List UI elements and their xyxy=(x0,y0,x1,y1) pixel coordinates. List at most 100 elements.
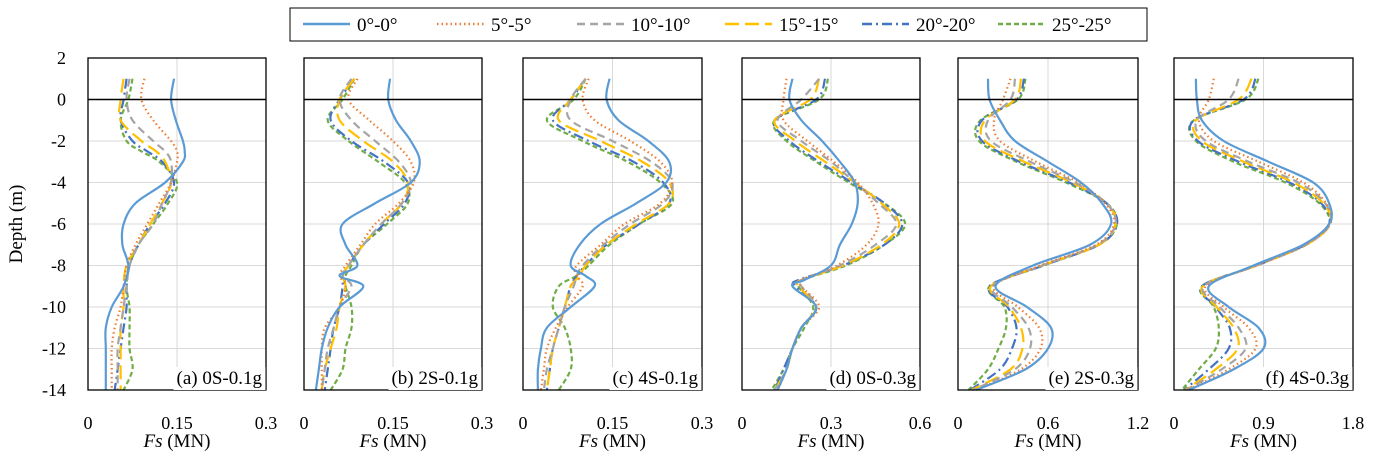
series-line xyxy=(326,78,411,391)
series-line xyxy=(773,78,898,391)
panel-title: (c) 4S-0.1g xyxy=(613,368,699,389)
y-tick-label: -14 xyxy=(42,380,66,400)
x-tick-label: 1.2 xyxy=(1127,413,1150,433)
legend-label: 0°-0° xyxy=(357,15,398,36)
legend-label: 5°-5° xyxy=(491,15,532,36)
series-line xyxy=(972,78,1117,391)
y-tick-label: 2 xyxy=(57,48,66,68)
y-tick-label: 0 xyxy=(57,90,66,110)
x-tick-label: 0.6 xyxy=(1037,413,1060,433)
series-line xyxy=(119,78,179,391)
series-line xyxy=(320,78,410,391)
series-line xyxy=(1181,78,1331,391)
series-line xyxy=(975,78,1113,392)
x-axis-label: Fs (MN) xyxy=(358,431,426,452)
series-line xyxy=(776,78,880,391)
x-tick-label: 0 xyxy=(954,413,963,433)
series-line xyxy=(545,78,675,391)
x-axis-symbol: Fs xyxy=(1229,431,1249,452)
x-axis-label: Fs (MN) xyxy=(142,431,210,452)
panel-title: (d) 0S-0.3g xyxy=(829,368,916,389)
legend-item: 10°-10° xyxy=(577,15,691,36)
series-line xyxy=(1188,78,1333,391)
legend-label: 25°-25° xyxy=(1052,15,1112,36)
x-tick-label: 0.3 xyxy=(820,413,843,433)
chart-panel: (a) 0S-0.1g 0 0.15 0.3 Fs (MN) xyxy=(84,57,278,452)
panel-title-background xyxy=(173,367,266,390)
x-axis-symbol: Fs xyxy=(1013,431,1033,452)
legend-label: 10°-10° xyxy=(631,15,691,36)
legend-label: 20°-20° xyxy=(916,15,976,36)
x-axis-symbol: Fs xyxy=(358,431,378,452)
y-tick-label: -6 xyxy=(51,214,66,234)
y-tick-labels: 2 0 -2 -4 -6 -8 -10 -12 -14 xyxy=(42,48,66,400)
panel-title-background xyxy=(826,367,920,390)
chart-panel: (e) 2S-0.3g 0 0.6 1.2 Fs (MN) xyxy=(954,57,1150,452)
y-tick-label: -12 xyxy=(42,339,66,359)
x-tick-label: 1.8 xyxy=(1342,413,1365,433)
panel-title-background xyxy=(1262,367,1353,390)
series-line xyxy=(1185,78,1333,391)
series-line xyxy=(975,78,1116,391)
x-tick-label: 0.9 xyxy=(1252,413,1275,433)
x-tick-label: 0.15 xyxy=(597,413,629,433)
panels: (a) 0S-0.1g0 0.15 0.3Fs (MN)(b) 2S-0.1g0 0.… xyxy=(84,57,1365,452)
panel-title: (a) 0S-0.1g xyxy=(177,368,263,389)
x-tick-label: 0.6 xyxy=(909,413,932,433)
series-line xyxy=(1186,78,1333,391)
chart-panel: (d) 0S-0.3g 0 0.3 0.6 Fs (MN) xyxy=(738,57,932,452)
x-axis-unit: (MN) xyxy=(162,431,210,452)
chart-panel: (c) 4S-0.1g 0 0.15 0.3 Fs (MN) xyxy=(519,57,713,452)
y-tick-label: -4 xyxy=(51,173,66,193)
series-line xyxy=(545,78,672,391)
series-line xyxy=(117,78,173,390)
series-line xyxy=(969,78,1119,391)
series-line xyxy=(314,78,421,391)
legend: 0°-0° 5°-5° 10°-10° 15°-15° 20°-20° 25°-25° xyxy=(289,7,1148,42)
x-axis-label: Fs (MN) xyxy=(1229,431,1297,452)
series-line xyxy=(545,78,675,391)
panel-title: (b) 2S-0.1g xyxy=(391,368,478,389)
legend-label: 15°-15° xyxy=(779,15,839,36)
y-axis-label: Depth (m) xyxy=(6,185,27,264)
series-line xyxy=(542,78,674,391)
legend-item: 20°-20° xyxy=(862,15,976,36)
x-tick-label: 0 xyxy=(738,413,747,433)
x-tick-label: 0 xyxy=(519,413,528,433)
legend-item: 15°-15° xyxy=(725,15,839,36)
y-tick-label: -2 xyxy=(51,131,66,151)
series-line xyxy=(773,78,901,391)
legend-item: 25°-25° xyxy=(998,15,1112,36)
x-axis-symbol: Fs xyxy=(796,431,816,452)
series-line xyxy=(776,78,859,391)
panel-title-background xyxy=(609,367,702,390)
x-axis-unit: (MN) xyxy=(378,431,426,452)
series-line xyxy=(104,78,187,390)
series-line xyxy=(967,78,1119,391)
x-axis-unit: (MN) xyxy=(816,431,864,452)
x-axis-label: Fs (MN) xyxy=(578,431,646,452)
y-tick-label: -8 xyxy=(51,256,66,276)
panel-title-background xyxy=(388,367,482,390)
legend-item: 5°-5° xyxy=(437,15,532,36)
series-line xyxy=(1184,78,1333,391)
panel-title-background xyxy=(1045,367,1138,390)
series-line xyxy=(772,78,904,391)
x-tick-label: 0 xyxy=(84,413,93,433)
panel-title: (f) 4S-0.3g xyxy=(1266,368,1350,389)
chart-panel: (f) 4S-0.3g 0 0.9 1.8 Fs (MN) xyxy=(1170,57,1365,452)
x-axis-symbol: Fs xyxy=(142,431,162,452)
series-line xyxy=(539,78,674,391)
x-tick-label: 0.15 xyxy=(377,413,409,433)
x-axis-unit: (MN) xyxy=(1249,431,1297,452)
series-line xyxy=(770,78,907,391)
x-axis-label: Fs (MN) xyxy=(796,431,864,452)
y-tick-label: -10 xyxy=(42,297,66,317)
x-axis-unit: (MN) xyxy=(1033,431,1081,452)
legend-item: 0°-0° xyxy=(303,15,398,36)
x-tick-label: 0.3 xyxy=(255,413,278,433)
x-axis-label: Fs (MN) xyxy=(1013,431,1081,452)
chart-panel: (b) 2S-0.1g 0 0.15 0.3 Fs (MN) xyxy=(300,57,493,452)
series-line xyxy=(536,78,673,391)
